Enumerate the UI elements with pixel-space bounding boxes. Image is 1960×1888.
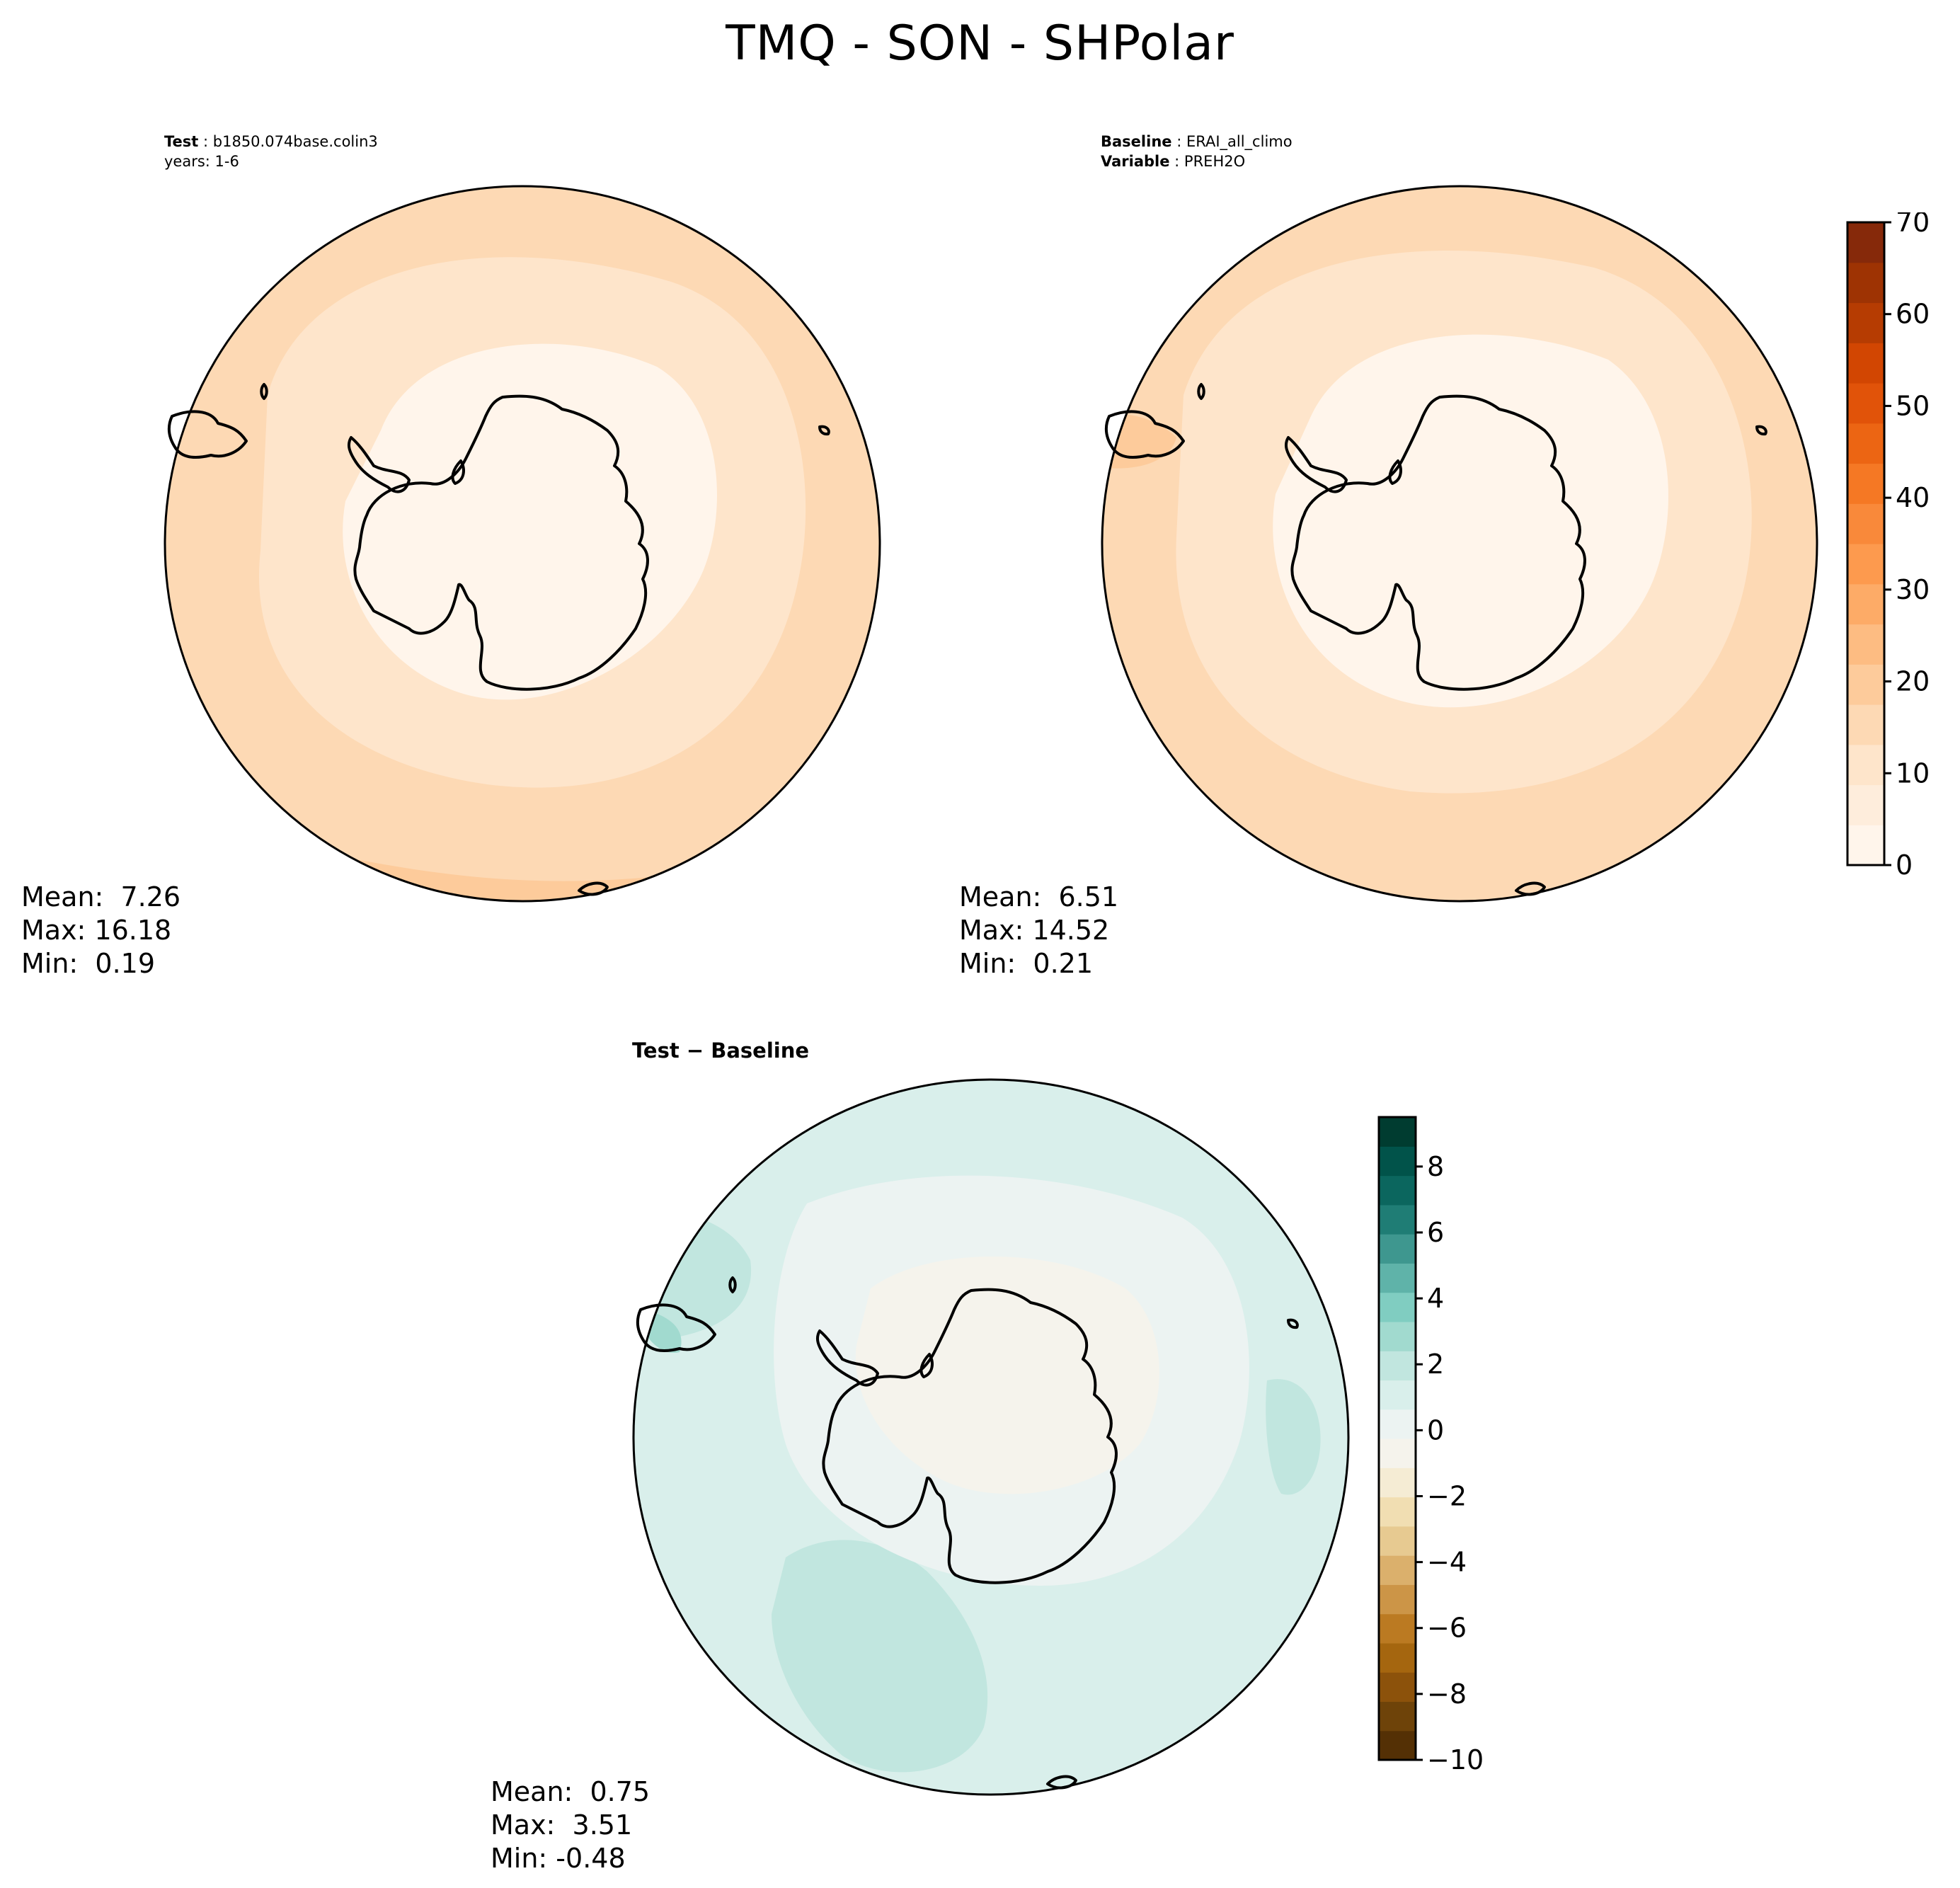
test-years: years: 1-6: [164, 153, 239, 170]
variable-name: PREH2O: [1184, 153, 1246, 170]
field-colorbar-frame: [1846, 221, 1886, 866]
diff-max: Max: 3.51: [491, 1809, 633, 1841]
field-colorbar-segment: [1847, 744, 1884, 786]
baseline-label: Baseline: [1101, 133, 1172, 150]
diff-colorbar-tick-label: 2: [1427, 1349, 1444, 1380]
field-colorbar-segment: [1847, 343, 1884, 384]
test-contour-field: [165, 186, 880, 901]
field-colorbar-segment: [1847, 583, 1884, 625]
field-colorbar-segment: [1847, 704, 1884, 745]
test-min: Min: 0.19: [21, 948, 155, 979]
field-colorbar-segment: [1847, 624, 1884, 665]
field-colorbar-tick-label: 10: [1896, 757, 1930, 789]
diff-colorbar-tick-label: −6: [1427, 1613, 1467, 1644]
baseline-case: ERAI_all_climo: [1186, 133, 1293, 150]
diff-colorbar-segment: [1379, 1351, 1416, 1381]
diff-colorbar-segment: [1379, 1438, 1416, 1468]
field-colorbar-segment: [1847, 825, 1884, 866]
field-colorbar-segment: [1847, 503, 1884, 544]
test-label: Test: [164, 133, 199, 150]
diff-colorbar-tick-label: 4: [1427, 1283, 1444, 1314]
diff-colorbar: 8 6 4 2 0 −2 −4 −6 −8 −10: [1377, 1116, 1484, 1775]
baseline-map-boundary: [1101, 185, 1818, 903]
field-colorbar-segment: [1847, 664, 1884, 705]
diff-colorbar-tick-label: 6: [1427, 1217, 1444, 1248]
diff-colorbar-segment: [1379, 1468, 1416, 1498]
diff-colorbar-segment: [1379, 1613, 1416, 1644]
test-map: [164, 185, 881, 903]
diff-colorbar-segment: [1379, 1642, 1416, 1673]
test-max: Max: 16.18: [21, 915, 172, 946]
diff-colorbar-segment: [1379, 1292, 1416, 1322]
field-colorbar-tick-label: 70: [1896, 212, 1930, 238]
field-colorbar-tick-label: 60: [1896, 299, 1930, 330]
diff-colorbar-segment: [1379, 1263, 1416, 1293]
field-colorbar-tick-label: 30: [1896, 574, 1930, 605]
field-colorbar-segment: [1847, 544, 1884, 585]
field-colorbar-segment: [1847, 302, 1884, 343]
diff-colorbar-segment: [1379, 1701, 1416, 1732]
diff-header: Test − Baseline: [632, 1039, 810, 1063]
diff-stats: Mean: 0.75 Max: 3.51 Min: -0.48: [491, 1775, 650, 1875]
variable-label: Variable: [1101, 153, 1170, 170]
diff-colorbar-segment: [1379, 1409, 1416, 1439]
diff-colorbar-tick-label: 0: [1427, 1414, 1444, 1446]
field-colorbar-segment: [1847, 784, 1884, 825]
diff-mean: Mean: 0.75: [491, 1776, 651, 1807]
field-colorbar-segment: [1847, 262, 1884, 304]
diff-colorbar-tick-label: −8: [1427, 1678, 1467, 1710]
diff-colorbar-segment: [1379, 1234, 1416, 1264]
test-case: b1850.074base.colin3: [212, 133, 378, 150]
baseline-min: Min: 0.21: [959, 948, 1093, 979]
baseline-map: [1101, 185, 1818, 903]
field-colorbar-tick-label: 0: [1896, 849, 1913, 881]
baseline-max: Max: 14.52: [959, 915, 1110, 946]
test-mean: Mean: 7.26: [21, 881, 181, 912]
test-stats: Mean: 7.26 Max: 16.18 Min: 0.19: [21, 881, 180, 980]
diff-colorbar-segment: [1379, 1175, 1416, 1206]
field-colorbar-segment: [1847, 463, 1884, 504]
diff-colorbar-segment: [1379, 1321, 1416, 1351]
test-header: Test : b1850.074base.colin3 years: 1-6: [164, 133, 378, 170]
baseline-stats: Mean: 6.51 Max: 14.52 Min: 0.21: [959, 881, 1118, 980]
baseline-header: Baseline : ERAI_all_climo Variable : PRE…: [1101, 133, 1293, 170]
diff-colorbar-segment: [1379, 1730, 1416, 1761]
diff-colorbar-segment: [1379, 1117, 1416, 1147]
diff-colorbar-tick-label: −2: [1427, 1480, 1467, 1511]
field-colorbar-tick-label: 50: [1896, 390, 1930, 421]
diff-colorbar-segment: [1379, 1526, 1416, 1556]
diff-colorbar-segment: [1379, 1555, 1416, 1585]
figure-title: TMQ - SON - SHPolar: [726, 16, 1234, 71]
test-map-boundary: [164, 185, 881, 903]
diff-map-boundary: [632, 1078, 1350, 1796]
diff-min: Min: -0.48: [491, 1843, 626, 1874]
field-colorbar-tick-label: 40: [1896, 482, 1930, 513]
field-colorbar-segment: [1847, 222, 1884, 263]
field-colorbar-segment: [1847, 383, 1884, 424]
diff-colorbar-segment: [1379, 1672, 1416, 1703]
diff-contour-field: [634, 1080, 1348, 1795]
field-colorbar-tick-label: 20: [1896, 666, 1930, 697]
diff-colorbar-segment: [1379, 1584, 1416, 1615]
diff-colorbar-segment: [1379, 1497, 1416, 1527]
field-colorbar-segment: [1847, 423, 1884, 464]
antarctica-coastline: [636, 1276, 1299, 1790]
diff-colorbar-frame: [1377, 1116, 1417, 1761]
diff-map: [632, 1078, 1350, 1796]
baseline-mean: Mean: 6.51: [959, 881, 1119, 912]
diff-colorbar-tick-label: −10: [1427, 1744, 1484, 1775]
diff-colorbar-segment: [1379, 1204, 1416, 1235]
diff-colorbar-segment: [1379, 1146, 1416, 1177]
diff-colorbar-segment: [1379, 1380, 1416, 1410]
field-colorbar: 0 10 20 30 40 50 60 70: [1846, 212, 1930, 881]
diff-colorbar-tick-label: 8: [1427, 1151, 1444, 1182]
diff-colorbar-tick-label: −4: [1427, 1547, 1467, 1578]
